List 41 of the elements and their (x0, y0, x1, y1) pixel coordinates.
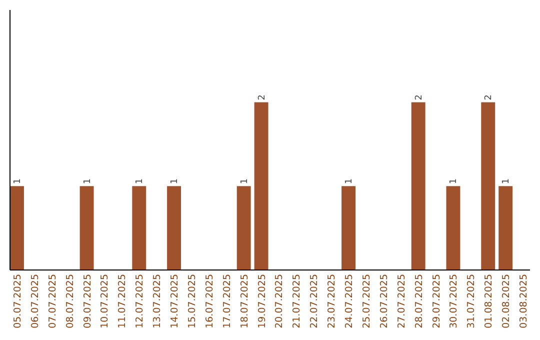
x-tick-label: 31.07.2025 (466, 274, 478, 328)
data-label: 1 (170, 178, 180, 184)
x-tick-label: 06.07.2025 (30, 274, 41, 328)
x-tick-label: 18.07.2025 (239, 274, 250, 328)
x-tick-label: 26.07.2025 (378, 274, 390, 328)
x-tick-label: 15.07.2025 (186, 274, 198, 328)
x-tick-label: 14.07.2025 (170, 274, 181, 328)
x-tick-label: 20.07.2025 (274, 274, 286, 328)
x-tick-label: 21.07.2025 (292, 274, 303, 328)
x-tick-label: 27.07.2025 (396, 274, 408, 328)
x-tick-label: 01.08.2025 (484, 274, 495, 328)
x-tick-label: 03.08.2025 (518, 274, 530, 328)
data-label: 1 (82, 178, 93, 184)
x-tick-label: 16.07.2025 (204, 274, 216, 328)
x-tick-label: 08.07.2025 (64, 274, 76, 328)
data-label: 1 (449, 178, 460, 184)
data-label: 2 (484, 94, 494, 100)
x-tick-label: 12.07.2025 (134, 274, 146, 328)
data-label: 1 (344, 178, 355, 184)
x-tick-label: 05.07.2025 (12, 274, 24, 328)
x-tick-label: 25.07.2025 (361, 274, 372, 328)
x-tick-label: 29.07.2025 (431, 274, 442, 328)
x-tick-label: 17.07.2025 (222, 274, 233, 328)
x-tick-label: 10.07.2025 (100, 274, 111, 328)
data-label: 1 (135, 178, 146, 184)
x-tick-label: 23.07.2025 (326, 274, 338, 328)
x-tick-label: 19.07.2025 (256, 274, 268, 328)
data-label: 2 (414, 94, 424, 100)
x-tick-label: 24.07.2025 (344, 274, 356, 328)
x-tick-label: 22.07.2025 (309, 274, 320, 328)
data-label: 1 (12, 178, 23, 184)
data-label: 1 (502, 178, 512, 184)
x-tick-label: 09.07.2025 (82, 274, 94, 328)
x-tick-label: 02.08.2025 (501, 274, 512, 328)
data-label: 1 (240, 178, 250, 184)
x-tick-label: 30.07.2025 (448, 274, 460, 328)
x-tick-label: 28.07.2025 (414, 274, 425, 328)
data-label: 2 (257, 94, 268, 100)
x-tick-label: 13.07.2025 (152, 274, 164, 328)
x-tick-label: 11.07.2025 (117, 274, 128, 328)
x-tick-label: 07.07.2025 (47, 274, 58, 328)
